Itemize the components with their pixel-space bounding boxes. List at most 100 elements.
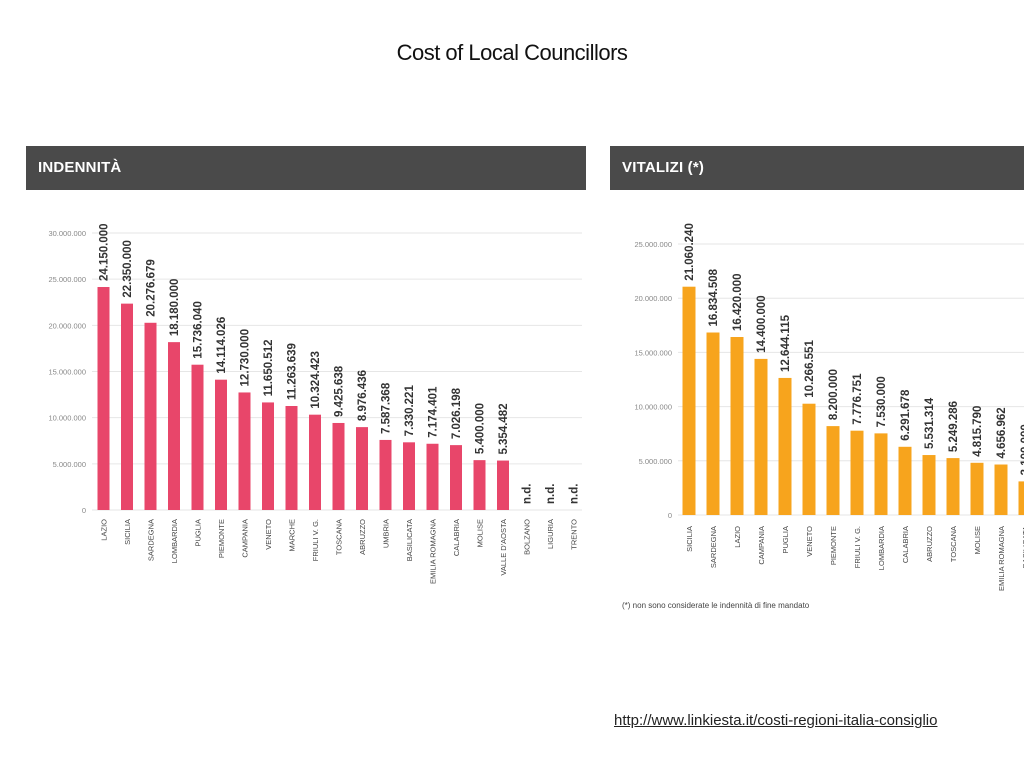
indennita-bar: [473, 460, 486, 510]
vitalizi-category-label: BASILICATA: [1021, 526, 1024, 568]
vitalizi-category-label: TOSCANA: [949, 526, 958, 562]
vitalizi-y-tick-label: 25.000.000: [634, 240, 672, 249]
vitalizi-category-label: SARDEGNA: [709, 526, 718, 568]
indennita-category-label: PIEMONTE: [217, 519, 226, 558]
vitalizi-bar: [970, 462, 984, 515]
indennita-value-label: 11.650.512: [263, 340, 275, 397]
indennita-y-tick-label: 5.000.000: [53, 460, 86, 469]
vitalizi-category-label: SICILIA: [685, 526, 694, 552]
vitalizi-category-label: VENETO: [805, 526, 814, 557]
vitalizi-value-label: 14.400.000: [756, 295, 768, 353]
vitalizi-value-label: 12.644.115: [780, 314, 792, 372]
vitalizi-value-label: 5.531.314: [924, 397, 936, 449]
indennita-bar: [332, 422, 345, 510]
indennita-value-label: 18.180.000: [169, 279, 181, 337]
vitalizi-value-label: 16.834.508: [708, 268, 720, 326]
indennita-value-label: n.d.: [522, 484, 534, 504]
vitalizi-category-label: CAMPANIA: [757, 526, 766, 565]
vitalizi-bar: [754, 358, 768, 515]
vitalizi-value-label: 5.249.286: [948, 401, 960, 452]
indennita-value-label: n.d.: [545, 484, 557, 504]
indennita-category-label: SICILIA: [123, 519, 132, 545]
indennita-bar: [450, 445, 462, 510]
indennita-category-label: UMBRIA: [382, 519, 391, 548]
vitalizi-value-label: 7.776.751: [852, 373, 864, 425]
indennita-bar: [97, 287, 110, 510]
indennita-value-label: n.d.: [569, 484, 581, 504]
indennita-bar: [144, 322, 157, 510]
indennita-category-label: FRIULI V. G.: [311, 519, 320, 561]
indennita-category-label: MARCHE: [288, 519, 297, 552]
indennita-value-label: 5.400.000: [475, 403, 487, 454]
indennita-bar: [356, 427, 368, 510]
vitalizi-value-label: 16.420.000: [732, 273, 744, 331]
indennita-category-label: ABRUZZO: [358, 519, 367, 555]
vitalizi-footnote: (*) non sono considerate le indennità di…: [622, 601, 810, 610]
indennita-chart-panel: INDENNITÀ 0 5.000.000 10.000.000 15.000.000…: [26, 146, 586, 626]
vitalizi-category-label: ABRUZZO: [925, 526, 934, 562]
indennita-bar: [168, 342, 180, 510]
indennita-chart-title: INDENNITÀ: [26, 146, 586, 190]
vitalizi-value-label: 8.200.000: [828, 369, 840, 420]
vitalizi-bar: [682, 286, 696, 515]
vitalizi-bar: [946, 458, 960, 515]
indennita-bar: [238, 392, 251, 510]
indennita-y-tick-label: 15.000.000: [48, 368, 86, 377]
indennita-value-label: 22.350.000: [122, 240, 134, 298]
vitalizi-value-label: 4.656.962: [996, 407, 1008, 458]
indennita-bar: [191, 364, 204, 510]
indennita-category-label: LAZIO: [100, 519, 109, 541]
indennita-y-tick-label: 0: [82, 506, 86, 515]
indennita-category-label: BASILICATA: [405, 519, 414, 561]
indennita-value-label: 7.587.368: [381, 382, 393, 434]
indennita-category-label: LOMBARDIA: [170, 519, 179, 563]
indennita-category-label: MOLISE: [476, 519, 485, 547]
indennita-value-label: 5.354.482: [498, 403, 510, 454]
indennita-category-label: SARDEGNA: [147, 519, 156, 561]
indennita-value-label: 7.174.401: [428, 386, 440, 438]
vitalizi-bar: [778, 377, 792, 515]
indennita-bar: [285, 405, 298, 510]
vitalizi-bar-chart: 0 5.000.000 10.000.000 15.000.000 20.000.000…: [622, 223, 1024, 610]
indennita-value-label: 15.736.040: [193, 301, 205, 359]
vitalizi-category-label: CALABRIA: [901, 526, 910, 563]
vitalizi-category-label: EMILIA ROMAGNA: [997, 526, 1006, 591]
indennita-value-label: 7.330.221: [404, 385, 416, 437]
vitalizi-value-label: 10.266.551: [804, 340, 816, 398]
vitalizi-value-label: 21.060.240: [684, 223, 696, 281]
vitalizi-y-tick-label: 10.000.000: [634, 403, 672, 412]
indennita-y-tick-label: 10.000.000: [48, 414, 86, 423]
vitalizi-bar: [922, 455, 936, 515]
vitalizi-y-tick-label: 5.000.000: [639, 457, 672, 466]
indennita-category-label: CAMPANIA: [241, 519, 250, 558]
vitalizi-chart-panel: VITALIZI (*) 0 5.000.000 10.000.000 15.000.…: [610, 146, 1024, 626]
vitalizi-bar: [994, 464, 1008, 515]
indennita-category-label: CALABRIA: [452, 519, 461, 556]
indennita-category-label: TRENTO: [570, 519, 579, 550]
indennita-category-label: PUGLIA: [194, 519, 203, 547]
indennita-category-label: TOSCANA: [335, 519, 344, 555]
indennita-category-label: LIGURIA: [546, 519, 555, 549]
indennita-value-label: 10.324.423: [310, 351, 322, 409]
indennita-bar: [426, 443, 439, 510]
indennita-value-label: 9.425.638: [334, 365, 346, 417]
source-link[interactable]: http://www.linkiesta.it/costi-regioni-it…: [614, 712, 938, 729]
vitalizi-category-label: FRIULI V. G.: [853, 526, 862, 568]
vitalizi-bar: [874, 433, 888, 515]
vitalizi-bar: [850, 430, 864, 515]
vitalizi-bar: [898, 446, 912, 515]
indennita-value-label: 20.276.679: [146, 259, 158, 317]
vitalizi-y-tick-label: 20.000.000: [634, 294, 672, 303]
vitalizi-bar: [730, 337, 744, 515]
indennita-y-tick-label: 30.000.000: [48, 229, 86, 238]
indennita-value-label: 11.263.639: [287, 343, 299, 400]
indennita-category-label: BOLZANO: [523, 519, 532, 555]
indennita-value-label: 24.150.000: [99, 223, 111, 281]
vitalizi-category-label: PIEMONTE: [829, 526, 838, 565]
indennita-value-label: 12.730.000: [240, 329, 252, 387]
indennita-bar-chart: 0 5.000.000 10.000.000 15.000.000 20.000.000…: [48, 223, 582, 584]
vitalizi-category-label: MOLISE: [973, 526, 982, 554]
vitalizi-category-label: PUGLIA: [781, 526, 790, 554]
indennita-y-tick-label: 25.000.000: [48, 275, 86, 284]
indennita-value-label: 8.976.436: [357, 370, 369, 421]
